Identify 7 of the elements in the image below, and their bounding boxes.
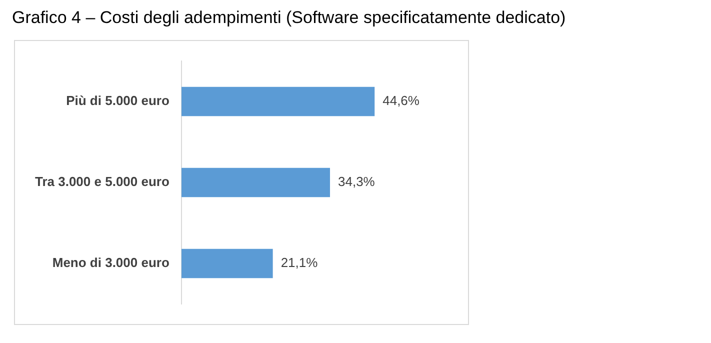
data-label: 34,3% (338, 174, 376, 190)
y-tick-label: Più di 5.000 euro (66, 93, 170, 108)
y-tick-label: Tra 3.000 e 5.000 euro (34, 174, 170, 190)
y-tick-label: Meno di 3.000 euro (52, 255, 170, 270)
chart-title: Grafico 4 – Costi degli adempimenti (Software specificatamente dedicato) (12, 8, 567, 28)
data-label: 44,6% (382, 93, 420, 108)
data-label: 21,1% (280, 255, 318, 270)
